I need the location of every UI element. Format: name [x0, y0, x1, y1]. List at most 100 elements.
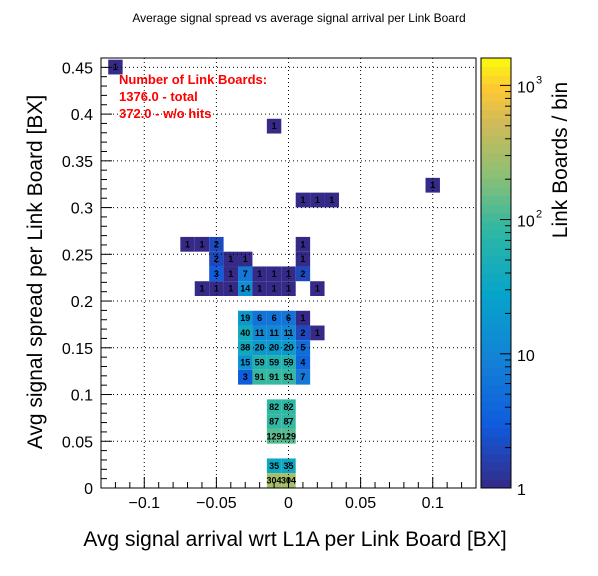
cell-value-label: 40 — [240, 328, 250, 338]
heatmap-cell — [252, 325, 267, 341]
cell-value-label: 1 — [286, 284, 291, 294]
cell-value-label: 2 — [300, 269, 305, 279]
color-scale-swatch — [481, 221, 511, 231]
color-scale-swatch — [481, 152, 511, 162]
color-scale-swatch — [481, 324, 511, 334]
x-tick-label: −0.05 — [196, 495, 237, 512]
cell-value-label: 91 — [283, 372, 293, 382]
cell-value-label: 20 — [269, 343, 279, 353]
cell-value-label: 1 — [228, 254, 233, 264]
color-scale-swatch — [481, 298, 511, 308]
heatmap-cell — [324, 192, 339, 208]
color-scale-swatch — [481, 66, 511, 76]
cell-value-label: 11 — [255, 328, 265, 338]
cell-value-label: 2 — [214, 254, 219, 264]
heatmap-cell — [281, 325, 296, 341]
heatmap-cell — [281, 340, 296, 356]
heatmap-cell — [310, 325, 325, 341]
heatmap-cell — [281, 266, 296, 282]
color-scale-swatch — [481, 247, 511, 257]
color-scale-swatch — [481, 58, 511, 68]
cell-value-label: 1 — [199, 239, 204, 249]
cell-value-label: 1 — [272, 121, 277, 131]
heatmap-cell — [266, 428, 282, 444]
heatmap-cell — [266, 118, 282, 134]
cell-value-label: 6 — [257, 313, 262, 323]
heatmap-cell — [266, 399, 282, 415]
heatmap-cell — [223, 281, 239, 296]
y-tick-label: 0.3 — [71, 201, 93, 218]
heatmap-cell — [266, 458, 282, 474]
y-tick-label: 0.4 — [71, 107, 93, 124]
cell-value-label: 1 — [300, 313, 305, 323]
color-scale-swatch — [481, 470, 511, 480]
heatmap-cell — [252, 355, 267, 370]
annotation-line-2: 1376.0 - total — [119, 89, 198, 104]
heatmap-cell — [209, 266, 224, 282]
color-scale-swatch — [481, 204, 511, 214]
cell-value-label: 20 — [255, 343, 265, 353]
cell-value-label: 87 — [283, 417, 293, 427]
heatmap-cell — [266, 281, 282, 296]
y-tick-label: 0.15 — [62, 341, 93, 358]
heatmap-cell — [266, 340, 282, 356]
heatmap-cell — [266, 266, 282, 282]
cell-value-label: 1 — [329, 195, 334, 205]
color-scale-label: Link Boards / bin — [549, 82, 572, 238]
color-scale-swatch — [481, 238, 511, 248]
cell-value-label: 2 — [300, 328, 305, 338]
color-scale-tick-exponent: 2 — [536, 209, 542, 221]
heatmap-cell — [238, 369, 253, 385]
heatmap-cell — [238, 325, 253, 341]
color-scale-tick-label: 10 — [517, 348, 535, 365]
color-scale-swatch — [481, 436, 511, 446]
heatmap-cell — [295, 192, 311, 208]
color-scale-swatch — [481, 359, 511, 369]
cell-value-label: 1 — [315, 284, 320, 294]
heatmap-cell — [295, 325, 311, 341]
cell-value-label: 1 — [300, 254, 305, 264]
color-scale-swatch — [481, 410, 511, 420]
cell-value-label: 1 — [243, 254, 248, 264]
cell-value-label: 6 — [272, 313, 277, 323]
heatmap-cell — [194, 236, 210, 252]
x-axis-ticks: −0.1 −0.05 0 0.05 0.1 — [100, 477, 477, 512]
cell-value-label: 14 — [240, 284, 250, 294]
color-scale-swatch — [481, 144, 511, 154]
heatmap-cell — [209, 281, 224, 296]
color-scale-swatch — [481, 419, 511, 429]
cell-value-label: 1 — [300, 239, 305, 249]
heatmap-cell — [266, 355, 282, 370]
color-scale-swatch — [481, 101, 511, 111]
color-scale-swatch — [481, 376, 511, 386]
cell-value-label: 1 — [286, 269, 291, 279]
cell-value-label: 3 — [243, 372, 248, 382]
heatmap-cell — [223, 251, 239, 267]
color-scale-swatch — [481, 445, 511, 455]
heatmap-cell — [266, 310, 282, 326]
chart-title: Average signal spread vs average signal … — [132, 11, 465, 25]
color-scale-swatch — [481, 393, 511, 403]
x-axis-label: Avg signal arrival wrt L1A per Link Boar… — [83, 528, 506, 551]
cell-value-label: 4 — [300, 357, 305, 367]
color-scale-swatch — [481, 479, 511, 489]
heatmap-cell — [238, 310, 253, 326]
color-scale-swatch — [481, 316, 511, 326]
heatmap-cell — [310, 192, 325, 208]
color-scale-swatch — [481, 83, 511, 93]
heatmap-cell — [223, 266, 239, 282]
color-scale-swatch — [481, 333, 511, 343]
heatmap-cell — [209, 236, 224, 252]
color-scale-swatch — [481, 367, 511, 377]
color-scale-swatch — [481, 135, 511, 145]
y-tick-label: 0.2 — [71, 294, 93, 311]
heatmap-cell — [180, 236, 195, 252]
cell-value-label: 59 — [255, 357, 265, 367]
cell-value-label: 3 — [214, 269, 219, 279]
color-scale-swatch — [481, 178, 511, 188]
heatmap-cells: 1111111121211131711121111411111966614011… — [108, 59, 440, 488]
cell-value-label: 7 — [243, 269, 248, 279]
cell-value-label: 35 — [283, 461, 293, 471]
